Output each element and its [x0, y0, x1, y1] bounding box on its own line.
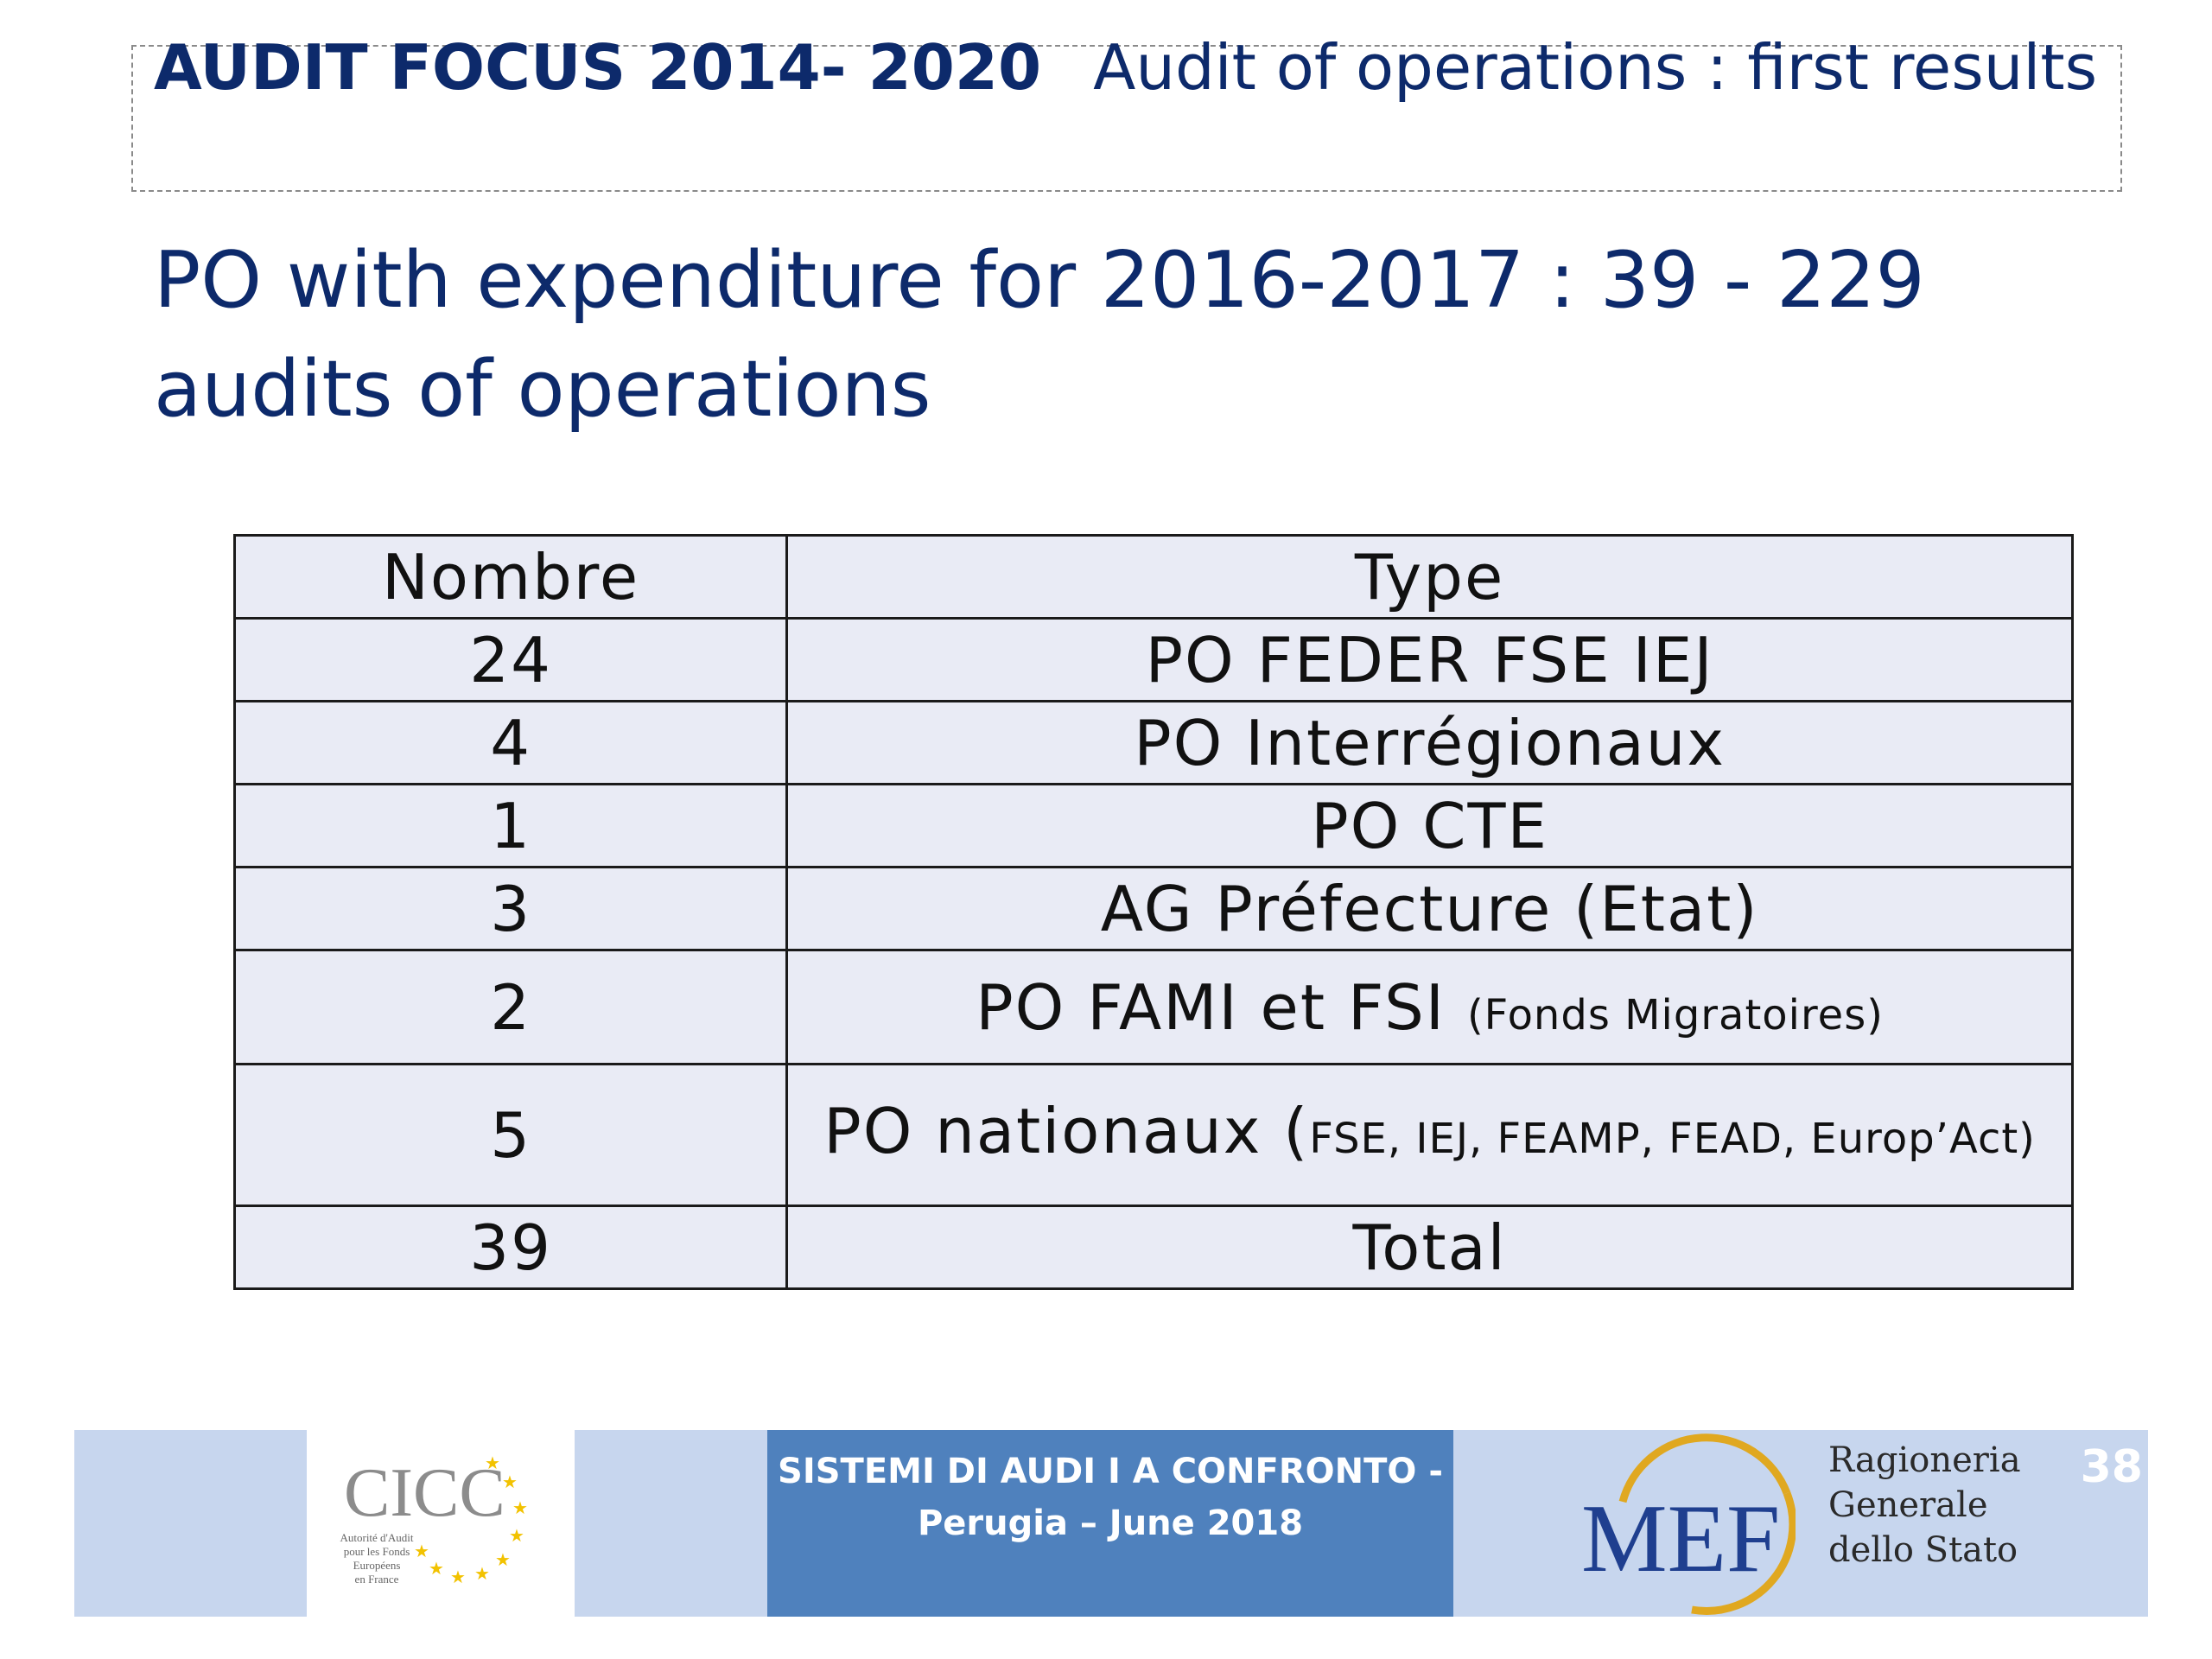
footer-event: SISTEMI DI AUDI I A CONFRONTO - Perugia … — [767, 1430, 1453, 1617]
cell-type-main: PO nationaux ( — [823, 1095, 1310, 1167]
table-row: 5 PO nationaux (FSE, IEJ, FEAMP, FEAD, E… — [232, 1063, 2074, 1207]
cell-nombre: 5 — [232, 1063, 789, 1207]
cell-type: PO Interrégionaux — [785, 700, 2074, 785]
cicc-caption-line: pour les Fonds — [344, 1545, 410, 1558]
slide-title-bold: AUDIT FOCUS 2014- 2020 — [154, 31, 1042, 104]
svg-text:★: ★ — [414, 1541, 429, 1561]
table-row: 4 PO Interrégionaux — [232, 700, 2074, 785]
cicc-logo: CICC Autorité d'Audit pour les Fonds Eur… — [340, 1452, 528, 1587]
svg-text:★: ★ — [429, 1558, 444, 1579]
cell-type-note: (Fonds Migratoires) — [1466, 990, 1884, 1039]
cell-type: PO FEDER FSE IEJ — [785, 617, 2074, 702]
cell-type: PO FAMI et FSI (Fonds Migratoires) — [785, 949, 2074, 1065]
cell-type: PO nationaux (FSE, IEJ, FEAMP, FEAD, Eur… — [785, 1063, 2074, 1207]
rgs-label: Ragioneria Generale dello Stato — [1828, 1438, 2021, 1573]
cell-nombre: 39 — [232, 1205, 789, 1290]
cell-nombre: 1 — [232, 783, 789, 868]
header-nombre: Nombre — [232, 534, 789, 620]
cell-nombre: 24 — [232, 617, 789, 702]
table-row: 2 PO FAMI et FSI (Fonds Migratoires) — [232, 949, 2074, 1065]
cicc-caption-line: Autorité d'Audit — [340, 1531, 413, 1544]
svg-text:★: ★ — [485, 1452, 500, 1473]
table-row-total: 39 Total — [232, 1205, 2074, 1290]
table-header-row: Nombre Type — [232, 534, 2074, 620]
slide-title: AUDIT FOCUS 2014- 2020 Audit of operation… — [154, 24, 2097, 111]
eu-stars-icon: ★ ★ ★ ★ ★ ★ ★ ★ ★ — [414, 1452, 528, 1587]
footer-event-line2: Perugia – June 2018 — [917, 1503, 1304, 1543]
slide-number: 38 — [2080, 1441, 2143, 1493]
cell-type: Total — [785, 1205, 2074, 1290]
cicc-caption-line: en France — [355, 1573, 399, 1586]
svg-text:★: ★ — [502, 1471, 518, 1492]
slide-subtitle: PO with expenditure for 2016-2017 : 39 -… — [154, 235, 1925, 435]
cell-nombre: 4 — [232, 700, 789, 785]
svg-text:★: ★ — [474, 1563, 490, 1584]
header-type: Type — [785, 534, 2074, 620]
footer-event-line1: SISTEMI DI AUDI I A CONFRONTO - — [778, 1452, 1443, 1491]
mef-logo: MEF — [1581, 1433, 1796, 1615]
cell-type-main: PO FAMI et FSI — [976, 970, 1446, 1044]
po-table: Nombre Type 24 PO FEDER FSE IEJ 4 PO Int… — [232, 534, 2074, 1290]
mef-arc-icon — [1618, 1433, 1791, 1503]
cell-type: AG Préfecture (Etat) — [785, 866, 2074, 951]
cicc-logo-text: CICC — [344, 1455, 505, 1531]
svg-text:★: ★ — [495, 1549, 511, 1570]
table-row: 24 PO FEDER FSE IEJ — [232, 617, 2074, 702]
slide-title-rest: Audit of operations : first results — [1093, 31, 2098, 104]
cicc-caption-line: Européens — [353, 1559, 401, 1572]
title-frame — [131, 45, 2122, 192]
cell-type-note: FSE, IEJ, FEAMP, FEAD, Europ’Act) — [1309, 1115, 2036, 1163]
cell-nombre: 3 — [232, 866, 789, 951]
svg-text:★: ★ — [512, 1497, 528, 1518]
rgs-line: Ragioneria — [1828, 1440, 2021, 1480]
mef-logo-text: MEF — [1581, 1485, 1780, 1592]
cell-type: PO CTE — [785, 783, 2074, 868]
svg-text:★: ★ — [450, 1567, 466, 1587]
cicc-logo-panel — [307, 1430, 575, 1617]
table-row: 1 PO CTE — [232, 783, 2074, 868]
table-row: 3 AG Préfecture (Etat) — [232, 866, 2074, 951]
svg-text:★: ★ — [509, 1525, 524, 1546]
rgs-line: Generale — [1828, 1485, 1988, 1525]
rgs-line: dello Stato — [1828, 1530, 2018, 1570]
cell-nombre: 2 — [232, 949, 789, 1065]
